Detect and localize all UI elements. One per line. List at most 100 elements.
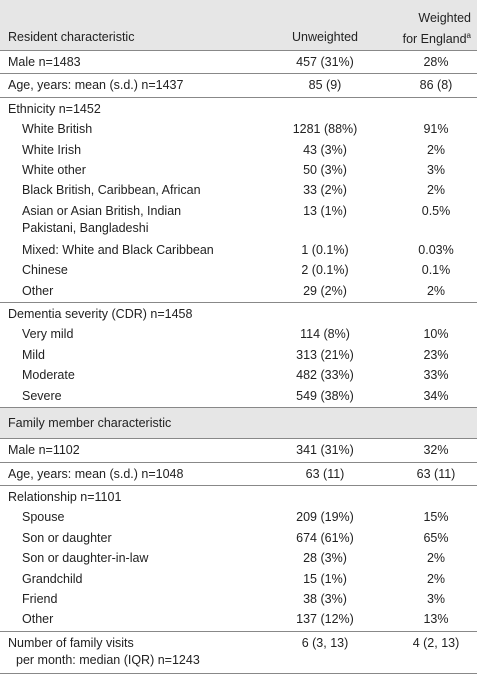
unweighted-cell: 15 (1%) [303, 571, 347, 586]
row-label: Very mild [0, 324, 282, 344]
label-line: Grandchild [22, 571, 83, 586]
row: Male n=1483 457 (31%) 28% [0, 52, 477, 72]
row: Male n=1102 341 (31%) 32% [0, 440, 477, 460]
row-label: Black British, Caribbean, African [0, 180, 282, 200]
row: Relationship n=1101 [0, 487, 477, 507]
unweighted-cell: 13 (1%) [303, 203, 347, 218]
label-line: White British [22, 122, 93, 137]
resident-section: Male n=1483 457 (31%) 28% Age, years: mean … [0, 51, 477, 409]
unweighted-cell: 38 (3%) [303, 591, 347, 606]
label-line: Other [22, 283, 54, 298]
row-label: Spouse [0, 507, 282, 527]
row: Ethnicity n=1452 [0, 99, 477, 119]
label-line: Age, years: mean (s.d.) n=1437 [8, 78, 184, 93]
weighted-cell: 4 (2, 13) [412, 635, 460, 650]
row-label: Other [0, 281, 282, 301]
weighted-cell: 63 (11) [416, 466, 456, 481]
weighted-cell: 0.03% [418, 242, 454, 257]
label-line: Dementia severity (CDR) n=1458 [8, 307, 193, 322]
weighted-cell: 13% [423, 612, 449, 627]
row-label: Dementia severity (CDR) n=1458 [0, 304, 268, 324]
row-label: White other [0, 160, 282, 180]
unweighted-cell: 549 (38%) [296, 388, 354, 403]
weighted-cell: 65% [423, 530, 449, 545]
unweighted-cell: 137 (12%) [296, 612, 354, 627]
row-label: Male n=1483 [0, 52, 268, 72]
unweighted-cell: 63 (11) [305, 466, 345, 481]
row-label: Male n=1102 [0, 440, 268, 460]
row: Friend 38 (3%) 3% [0, 589, 477, 609]
label-line: Number of family visits [8, 635, 134, 650]
weighted-cell: 2% [426, 571, 446, 586]
label-line: Relationship n=1101 [8, 489, 122, 504]
row-group: Dementia severity (CDR) n=1458 Very mild 1… [0, 303, 477, 409]
unweighted-cell: 482 (33%) [296, 368, 354, 383]
weighted-cell: 32% [423, 443, 449, 458]
row: Age, years: mean (s.d.) n=1048 63 (11) 63 … [0, 464, 477, 484]
footnote-marker: a [466, 31, 471, 40]
column-header: Weighted for Englanda [403, 9, 471, 48]
unweighted-cell: 28 (3%) [303, 551, 347, 566]
unweighted-cell: 457 (31%) [296, 55, 354, 69]
row-label: Mild [0, 345, 282, 365]
label-line: Moderate [22, 368, 75, 383]
row: Mild 313 (21%) 23% [0, 345, 477, 365]
unweighted-cell: 114 (8%) [300, 327, 350, 342]
label-line: Very mild [22, 327, 74, 342]
label-line: Son or daughter [22, 530, 112, 545]
row-group: Age, years: mean (s.d.) n=1437 85 (9) 86 (… [0, 74, 477, 98]
row-label: Friend [0, 589, 282, 609]
header-line: for England [402, 32, 467, 47]
label-line: Asian or Asian British, Indian [22, 203, 182, 218]
row: White other 50 (3%) 3% [0, 160, 477, 180]
unweighted-cell: 1 (0.1%) [301, 242, 349, 257]
weighted-cell: 0.1% [421, 263, 451, 278]
label-line: White Irish [22, 142, 82, 157]
label-line: Severe [22, 388, 62, 403]
row: Black British, Caribbean, African 33 (2%)… [0, 180, 477, 200]
row-label: Asian or Asian British, Indian Pakistani,… [0, 201, 282, 240]
unweighted-cell: 341 (31%) [296, 443, 354, 458]
label-line: Mild [22, 347, 45, 362]
unweighted-cell: 43 (3%) [303, 142, 347, 157]
weighted-cell: 2% [426, 183, 446, 198]
unweighted-cell: 209 (19%) [296, 510, 354, 525]
label-line: Chinese [22, 263, 68, 278]
label-line: Son or daughter-in-law [22, 551, 149, 566]
row: Severe 549 (38%) 34% [0, 386, 477, 406]
weighted-cell: 2% [426, 551, 446, 566]
row: Very mild 114 (8%) 10% [0, 324, 477, 344]
row-label: Age, years: mean (s.d.) n=1048 [0, 464, 268, 484]
unweighted-cell: 674 (61%) [296, 530, 354, 545]
row-group: Number of family visits per month: median… [0, 632, 477, 674]
row: Moderate 482 (33%) 33% [0, 365, 477, 385]
row-label: Chinese [0, 260, 282, 280]
row-label: Grandchild [0, 569, 282, 589]
unweighted-cell: 29 (2%) [303, 283, 347, 298]
weighted-cell: 34% [423, 388, 449, 403]
label-line: White other [22, 163, 86, 178]
row: Son or daughter 674 (61%) 65% [0, 528, 477, 548]
weighted-cell: 3% [426, 591, 446, 606]
row-label: Son or daughter [0, 528, 282, 548]
label-line: Spouse [22, 510, 65, 525]
unweighted-cell: 2 (0.1%) [301, 263, 349, 278]
unweighted-cell: 85 (9) [308, 78, 342, 93]
table-header: Resident characteristic Unweighted Weigh… [0, 0, 477, 51]
weighted-cell: 2% [426, 283, 446, 298]
weighted-cell: 33% [423, 368, 449, 383]
row: Number of family visits per month: median… [0, 633, 477, 672]
label-line: Mixed: White and Black Caribbean [22, 242, 214, 257]
weighted-cell: 91% [423, 122, 449, 137]
row-group: Age, years: mean (s.d.) n=1048 63 (11) 63 … [0, 463, 477, 486]
section-header: Family member characteristic [0, 408, 477, 440]
row-label: Other [0, 609, 282, 629]
row-label: White Irish [0, 140, 282, 160]
row-group: Ethnicity n=1452 White British 1281 (88%) 9… [0, 98, 477, 304]
unweighted-cell: 33 (2%) [303, 183, 347, 198]
row: Asian or Asian British, Indian Pakistani,… [0, 201, 477, 240]
row: Son or daughter-in-law 28 (3%) 2% [0, 548, 477, 568]
row: Chinese 2 (0.1%) 0.1% [0, 260, 477, 280]
